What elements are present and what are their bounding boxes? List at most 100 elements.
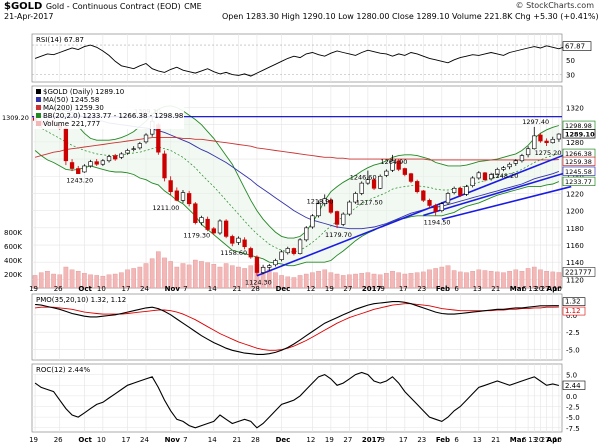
- bottom-axis-xtick-19: Feb: [436, 436, 450, 444]
- bottom-axis-xtick-7: 7: [183, 436, 187, 444]
- volume-bar-63: [421, 271, 426, 289]
- candle-body-84: [550, 138, 555, 144]
- roc-legend-label: ROC(12) 2.44%: [36, 366, 90, 374]
- candle-body-65: [433, 205, 438, 212]
- candle-body-18: [143, 134, 149, 143]
- bottom-axis-xtick-15: 2017: [362, 436, 382, 444]
- bottom-axis-xtick-13: 19: [325, 436, 334, 444]
- candle-body-47: [322, 198, 327, 205]
- chart-date-label: 21-Apr-2017: [4, 12, 54, 21]
- volume-bar-85: [556, 272, 562, 289]
- volume-bar-62: [414, 272, 420, 289]
- candle-body-12: [106, 156, 112, 162]
- pmo-ytick-0: 0.0: [566, 312, 577, 320]
- mid-axis-xtick-26: 20: [534, 285, 543, 293]
- volume-bar-66: [439, 266, 445, 289]
- rsi-last-value-box: [562, 41, 592, 51]
- price-ytick-6: 1200: [566, 208, 584, 216]
- candle-body-73: [482, 172, 488, 180]
- volume-bar-65: [433, 268, 438, 289]
- price-ytick-2: 1280: [566, 139, 584, 147]
- candle-body-39: [273, 260, 278, 266]
- price-right-box-4: [562, 166, 596, 176]
- mid-axis-xtick-9: 21: [232, 285, 241, 293]
- volume-bar-71: [470, 271, 475, 289]
- candle-body-72: [476, 172, 481, 179]
- volume-bar-14: [119, 272, 124, 289]
- volume-bar-75: [494, 271, 500, 289]
- rsi-line: [34, 44, 566, 77]
- candle-body-57: [384, 170, 389, 176]
- volume-bar-60: [402, 273, 408, 289]
- candle-body-5: [63, 127, 69, 162]
- candle-body-76: [501, 167, 506, 170]
- bottom-axis-xtick-24: 6: [522, 436, 527, 444]
- candle-body-13: [113, 155, 118, 160]
- bottom-axis-xtick-21: 13: [473, 436, 482, 444]
- candle-body-11: [100, 160, 106, 165]
- pmo-legend-label: PMO(35,20,10) 1.32, 1.12: [36, 296, 126, 304]
- bb-fill: [35, 98, 559, 266]
- price-legend-label-3: BB(20,2.0) 1233.77 - 1266.38 - 1298.98: [43, 112, 183, 120]
- volume-bar-30: [217, 266, 223, 289]
- roc-ytick-2: 0.0: [566, 393, 577, 401]
- price-ytick-10: 1120: [566, 276, 584, 284]
- bottom-axis-xtick-28: Apr: [547, 436, 561, 444]
- volume-bar-16: [131, 268, 136, 289]
- volume-bar-51: [347, 274, 352, 289]
- candle-body-28: [205, 218, 210, 230]
- price-legend-swatch-3: [36, 113, 41, 118]
- candle-body-59: [396, 160, 401, 170]
- candle-body-8: [82, 165, 87, 173]
- roc-last-value-label: 2.44: [565, 382, 581, 390]
- volume-bar-39: [273, 272, 278, 289]
- bottom-axis-xtick-9: 21: [232, 436, 241, 444]
- candle-body-74: [488, 174, 494, 180]
- volume-bar-6: [69, 269, 75, 289]
- price-annotation-14: 1275.20: [535, 149, 562, 157]
- bottom-axis-xtick-23: Mar: [510, 436, 526, 444]
- bottom-axis-xtick-0: 19: [29, 436, 38, 444]
- bottom-axis-xtick-2: Oct: [78, 436, 92, 444]
- mid-axis-xtick-4: 17: [122, 285, 131, 293]
- candle-body-68: [452, 187, 457, 193]
- volume-bar-22: [168, 261, 173, 289]
- candle-body-62: [415, 181, 420, 193]
- candle-body-81: [532, 135, 537, 150]
- candle-body-50: [341, 213, 346, 225]
- candle-body-66: [439, 203, 444, 211]
- candle-body-35: [248, 248, 253, 258]
- candle-body-30: [217, 220, 223, 234]
- bottom-axis-xtick-17: 17: [399, 436, 408, 444]
- volume-bar-44: [303, 273, 309, 289]
- pmo-box-1: [562, 297, 586, 306]
- price-legend-swatch-4: [36, 121, 41, 126]
- volume-bar-52: [353, 273, 358, 289]
- candle-body-9: [88, 161, 93, 167]
- candle-body-60: [402, 168, 407, 175]
- candle-body-7: [76, 168, 81, 174]
- volume-bar-1: [38, 272, 44, 289]
- mid-axis-xtick-23: Mar: [510, 285, 526, 293]
- price-legend-label-2: MA(200) 1259.30: [43, 104, 104, 112]
- price-annotation-12: 1194.50: [424, 218, 451, 226]
- candle-body-79: [519, 155, 525, 162]
- volume-bar-82: [538, 269, 543, 289]
- price-annotation-5: 1158.60: [220, 249, 247, 257]
- mid-axis-xtick-24: 6: [522, 285, 527, 293]
- volume-bar-0: [32, 275, 38, 289]
- bottom-axis-xtick-1: 26: [54, 436, 63, 444]
- volume-bar-17: [137, 266, 143, 289]
- candle-body-41: [285, 248, 290, 254]
- volume-bar-13: [112, 273, 118, 289]
- volume-bar-72: [476, 269, 482, 289]
- price-annotation-7: 1218.90: [307, 197, 334, 205]
- price-annotation-0: 1309.20: [2, 114, 29, 122]
- candle-body-55: [371, 179, 377, 189]
- candle-body-78: [513, 160, 518, 164]
- candle-body-36: [254, 256, 260, 273]
- volume-bar-9: [88, 274, 93, 289]
- mid-axis-xtick-0: 19: [29, 285, 38, 293]
- candle-body-21: [162, 153, 167, 179]
- volume-bar-28: [205, 262, 210, 289]
